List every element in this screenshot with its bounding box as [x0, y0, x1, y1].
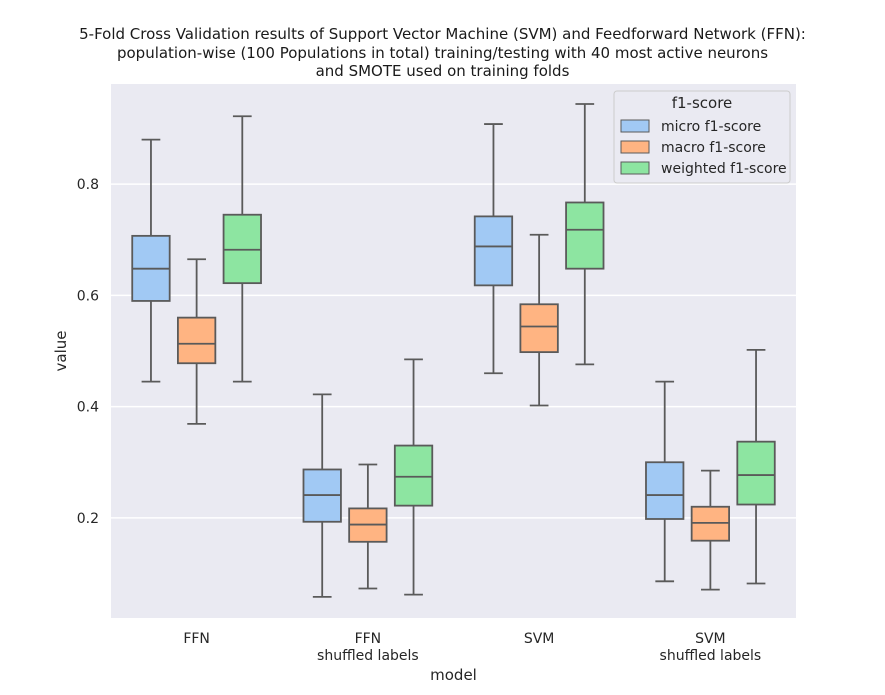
- box-weighted-f1-score: [565, 201, 605, 270]
- chart-title-line-1: 5-Fold Cross Validation results of Suppo…: [79, 25, 806, 43]
- box-macro-f1-score: [177, 316, 217, 365]
- box-micro-f1-score: [473, 215, 514, 287]
- box-micro-f1-score: [645, 461, 685, 520]
- legend-swatch: [620, 119, 650, 133]
- y-tick-label: 0.8: [77, 177, 99, 193]
- legend-entry-label: micro f1-score: [661, 119, 761, 135]
- chart-title-line-3: and SMOTE used on training folds: [315, 62, 570, 80]
- box-weighted-f1-score: [736, 440, 776, 506]
- box-macro-f1-score: [519, 303, 559, 354]
- x-tick-label: FFN: [183, 631, 210, 647]
- legend-entry-label: weighted f1-score: [661, 161, 787, 177]
- legend-swatch: [620, 140, 650, 154]
- x-tick-label: SVM: [524, 631, 555, 647]
- legend-box: [613, 90, 791, 184]
- x-tick-label: SVM: [695, 631, 726, 647]
- y-tick-label: 0.6: [77, 288, 99, 304]
- x-axis-label: model: [430, 666, 477, 684]
- chart-title-line-2: population-wise (100 Populations in tota…: [116, 44, 769, 62]
- box-weighted-f1-score: [393, 444, 434, 507]
- x-tick-label: shuffled labels: [660, 648, 762, 664]
- x-tick-label: shuffled labels: [317, 648, 419, 664]
- legend-entry-label: macro f1-score: [661, 140, 766, 156]
- y-axis-label: value: [52, 331, 70, 372]
- legend-title: f1-score: [672, 94, 733, 112]
- legend-swatch: [620, 161, 650, 175]
- y-tick-label: 0.4: [77, 400, 99, 416]
- x-tick-label: FFN: [355, 631, 382, 647]
- y-tick-label: 0.2: [77, 511, 99, 527]
